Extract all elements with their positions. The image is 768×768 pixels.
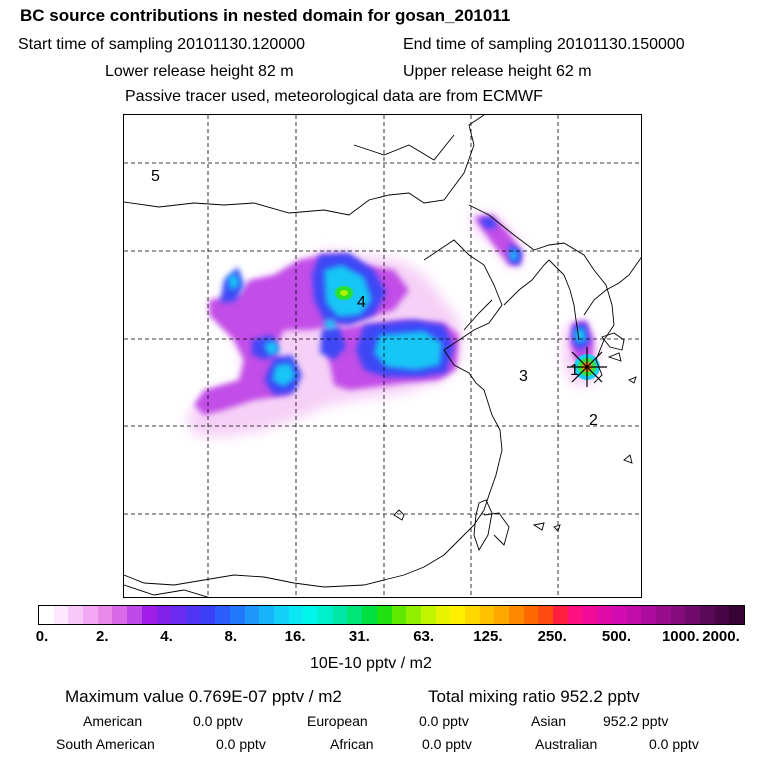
total-mixing-ratio: Total mixing ratio 952.2 pptv	[428, 687, 640, 706]
colorbar-tick-label: 0.	[35, 628, 49, 645]
south-american-label: South American	[56, 736, 155, 752]
receptor-marker	[567, 347, 607, 387]
colorbar-cell	[83, 606, 98, 624]
colorbar-cell	[655, 606, 671, 624]
coastlines	[124, 115, 637, 597]
colorbar-cell	[582, 606, 598, 624]
colorbar-cell	[141, 606, 157, 624]
colorbar-tick-label: 16.	[284, 628, 306, 645]
colorbar-cell	[567, 606, 583, 624]
colorbar-cell	[391, 606, 407, 624]
colorbar-cell	[171, 606, 186, 624]
region-label-4: 4	[357, 294, 366, 311]
colorbar-tick-label: 500.	[601, 628, 632, 645]
colorbar-cell	[347, 606, 363, 624]
colorbar-cell	[376, 606, 392, 624]
colorbar-cell	[406, 606, 421, 624]
colorbar-cell	[112, 606, 128, 624]
colorbar-cell	[685, 606, 700, 624]
region-label-1: 1	[570, 362, 579, 379]
colorbar-cell	[714, 606, 730, 624]
colorbar-cell	[450, 606, 465, 624]
south-american-value: 0.0 pptv	[216, 736, 266, 752]
african-value: 0.0 pptv	[422, 736, 472, 752]
asian-value: 952.2 pptv	[603, 713, 669, 729]
colorbar-cell	[274, 606, 289, 624]
colorbar-cell	[523, 606, 539, 624]
colorbar-cell	[597, 606, 612, 624]
colorbar-tick-label: 250.	[537, 628, 567, 645]
map-canvas	[124, 115, 641, 597]
plume-cyan	[228, 249, 586, 387]
colorbar-unit: 10E-10 pptv / m2	[310, 655, 432, 672]
colorbar-cell	[53, 606, 69, 624]
colorbar-tick-label: 8.	[224, 628, 238, 645]
map-panel: 5 4 3 1 2	[123, 114, 642, 598]
lower-release-label: Lower release height 82 m	[105, 63, 294, 80]
colorbar-cell	[699, 606, 715, 624]
colorbar-cell	[288, 606, 304, 624]
european-value: 0.0 pptv	[419, 713, 469, 729]
colorbar-tick-label: 2.	[96, 628, 109, 645]
american-label: American	[83, 713, 143, 729]
colorbar-cell	[494, 606, 509, 624]
colorbar-cell	[626, 606, 642, 624]
start-sampling-label: Start time of sampling 20101130.120000	[18, 36, 306, 53]
colorbar	[38, 605, 745, 625]
colorbar-cell	[68, 606, 84, 624]
colorbar-cell	[97, 606, 113, 624]
colorbar-tick-label: 4.	[160, 628, 173, 645]
region-label-2: 2	[589, 412, 598, 429]
colorbar-cell	[553, 606, 568, 624]
colorbar-cell	[611, 606, 627, 624]
taiwan-island	[473, 499, 493, 552]
colorbar-cell	[435, 606, 451, 624]
colorbar-cell	[215, 606, 230, 624]
colorbar-cell	[229, 606, 245, 624]
colorbar-cell	[670, 606, 686, 624]
australian-value: 0.0 pptv	[649, 736, 699, 752]
australian-label: Australian	[535, 736, 598, 752]
colorbar-cell	[641, 606, 656, 624]
maximum-value: Maximum value 0.769E-07 pptv / m2	[65, 687, 342, 706]
colorbar-cell	[332, 606, 348, 624]
colorbar-cell	[538, 606, 554, 624]
colorbar-tick-label: 63.	[413, 628, 435, 645]
european-label: European	[307, 713, 368, 729]
tracer-note: Passive tracer used, meteorological data…	[125, 88, 543, 105]
colorbar-cell	[318, 606, 333, 624]
lat-lon-grid	[124, 115, 641, 597]
colorbar-cell	[244, 606, 260, 624]
colorbar-tick-label: 1000.	[661, 628, 700, 645]
colorbar-cell	[127, 606, 142, 624]
colorbar-tick-label: 31.	[348, 628, 370, 645]
colorbar-cell	[362, 606, 377, 624]
region-label-3: 3	[519, 368, 528, 385]
colorbar-cell	[156, 606, 172, 624]
american-value: 0.0 pptv	[193, 713, 243, 729]
colorbar-tick-label: 125.	[473, 628, 503, 645]
map-title: BC source contributions in nested domain…	[20, 6, 511, 25]
african-label: African	[330, 736, 374, 752]
colorbar-cell	[200, 606, 216, 624]
colorbar-cell	[259, 606, 274, 624]
upper-release-label: Upper release height 62 m	[403, 63, 592, 80]
colorbar-cell	[479, 606, 495, 624]
end-sampling-label: End time of sampling 20101130.150000	[403, 36, 685, 53]
colorbar-cell	[509, 606, 524, 624]
colorbar-cell	[464, 606, 480, 624]
colorbar-cell	[303, 606, 319, 624]
colorbar-cell	[185, 606, 201, 624]
region-label-5: 5	[151, 168, 160, 185]
asian-label: Asian	[531, 713, 567, 729]
colorbar-tick-label: 2000.	[702, 628, 740, 645]
colorbar-cell	[420, 606, 436, 624]
colorbar-cell	[729, 606, 744, 624]
colorbar-cell	[39, 606, 54, 624]
korea-japan-coast	[548, 257, 641, 362]
